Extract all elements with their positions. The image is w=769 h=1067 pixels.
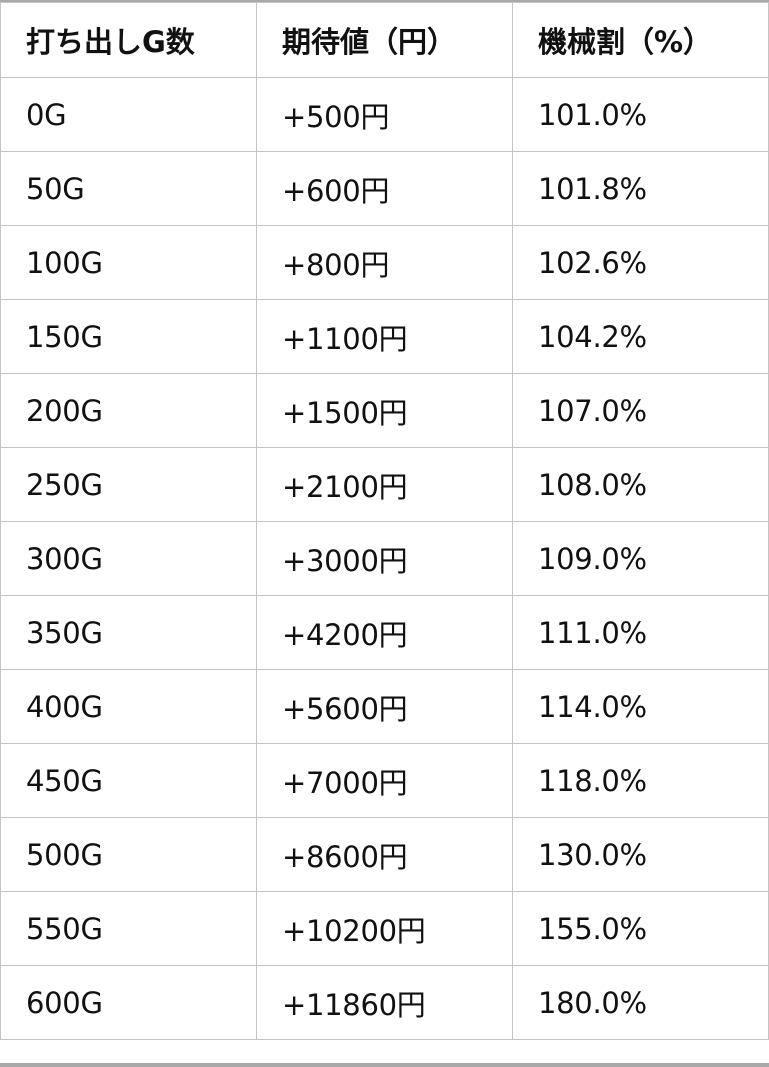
cell-payout-rate: 180.0% xyxy=(512,965,769,1040)
cell-expected-value: +1100円 xyxy=(256,299,513,374)
table-row: 450G +7000円 118.0% xyxy=(0,743,769,818)
cell-payout-rate: 102.6% xyxy=(512,225,769,300)
table-row: 250G +2100円 108.0% xyxy=(0,447,769,522)
cell-payout-rate: 101.8% xyxy=(512,151,769,226)
table-row: 600G +11860円 180.0% xyxy=(0,965,769,1040)
cell-start-games: 350G xyxy=(0,595,257,670)
table-row: 550G +10200円 155.0% xyxy=(0,891,769,966)
cell-payout-rate: 118.0% xyxy=(512,743,769,818)
cell-start-games: 300G xyxy=(0,521,257,596)
cell-start-games: 450G xyxy=(0,743,257,818)
cell-start-games: 550G xyxy=(0,891,257,966)
table-row: 150G +1100円 104.2% xyxy=(0,299,769,374)
cell-expected-value: +500円 xyxy=(256,77,513,152)
expected-value-table: 打ち出しG数 期待値（円） 機械割（%） 0G +500円 101.0% 50G +60… xyxy=(0,2,769,1040)
table-row: 100G +800円 102.6% xyxy=(0,225,769,300)
cell-start-games: 400G xyxy=(0,669,257,744)
cell-expected-value: +4200円 xyxy=(256,595,513,670)
cell-expected-value: +3000円 xyxy=(256,521,513,596)
cell-payout-rate: 101.0% xyxy=(512,77,769,152)
cell-payout-rate: 155.0% xyxy=(512,891,769,966)
cell-expected-value: +8600円 xyxy=(256,817,513,892)
cell-expected-value: +1500円 xyxy=(256,373,513,448)
table-row: 400G +5600円 114.0% xyxy=(0,669,769,744)
cell-expected-value: +10200円 xyxy=(256,891,513,966)
cell-expected-value: +600円 xyxy=(256,151,513,226)
cell-expected-value: +5600円 xyxy=(256,669,513,744)
table-row: 0G +500円 101.0% xyxy=(0,77,769,152)
cell-start-games: 500G xyxy=(0,817,257,892)
cell-expected-value: +11860円 xyxy=(256,965,513,1040)
table-row: 350G +4200円 111.0% xyxy=(0,595,769,670)
header-payout-rate: 機械割（%） xyxy=(512,2,769,78)
top-border xyxy=(0,0,769,3)
cell-payout-rate: 107.0% xyxy=(512,373,769,448)
cell-payout-rate: 104.2% xyxy=(512,299,769,374)
header-row: 打ち出しG数 期待値（円） 機械割（%） xyxy=(0,2,769,78)
table-row: 300G +3000円 109.0% xyxy=(0,521,769,596)
header-start-games: 打ち出しG数 xyxy=(0,2,257,78)
table-row: 500G +8600円 130.0% xyxy=(0,817,769,892)
cell-payout-rate: 108.0% xyxy=(512,447,769,522)
bottom-border xyxy=(0,1063,769,1067)
cell-start-games: 50G xyxy=(0,151,257,226)
cell-start-games: 200G xyxy=(0,373,257,448)
cell-start-games: 250G xyxy=(0,447,257,522)
cell-payout-rate: 111.0% xyxy=(512,595,769,670)
cell-payout-rate: 130.0% xyxy=(512,817,769,892)
cell-start-games: 0G xyxy=(0,77,257,152)
cell-start-games: 600G xyxy=(0,965,257,1040)
cell-start-games: 150G xyxy=(0,299,257,374)
cell-payout-rate: 114.0% xyxy=(512,669,769,744)
table-row: 50G +600円 101.8% xyxy=(0,151,769,226)
cell-expected-value: +800円 xyxy=(256,225,513,300)
cell-expected-value: +7000円 xyxy=(256,743,513,818)
cell-expected-value: +2100円 xyxy=(256,447,513,522)
cell-payout-rate: 109.0% xyxy=(512,521,769,596)
cell-start-games: 100G xyxy=(0,225,257,300)
table-row: 200G +1500円 107.0% xyxy=(0,373,769,448)
header-expected-value: 期待値（円） xyxy=(256,2,513,78)
